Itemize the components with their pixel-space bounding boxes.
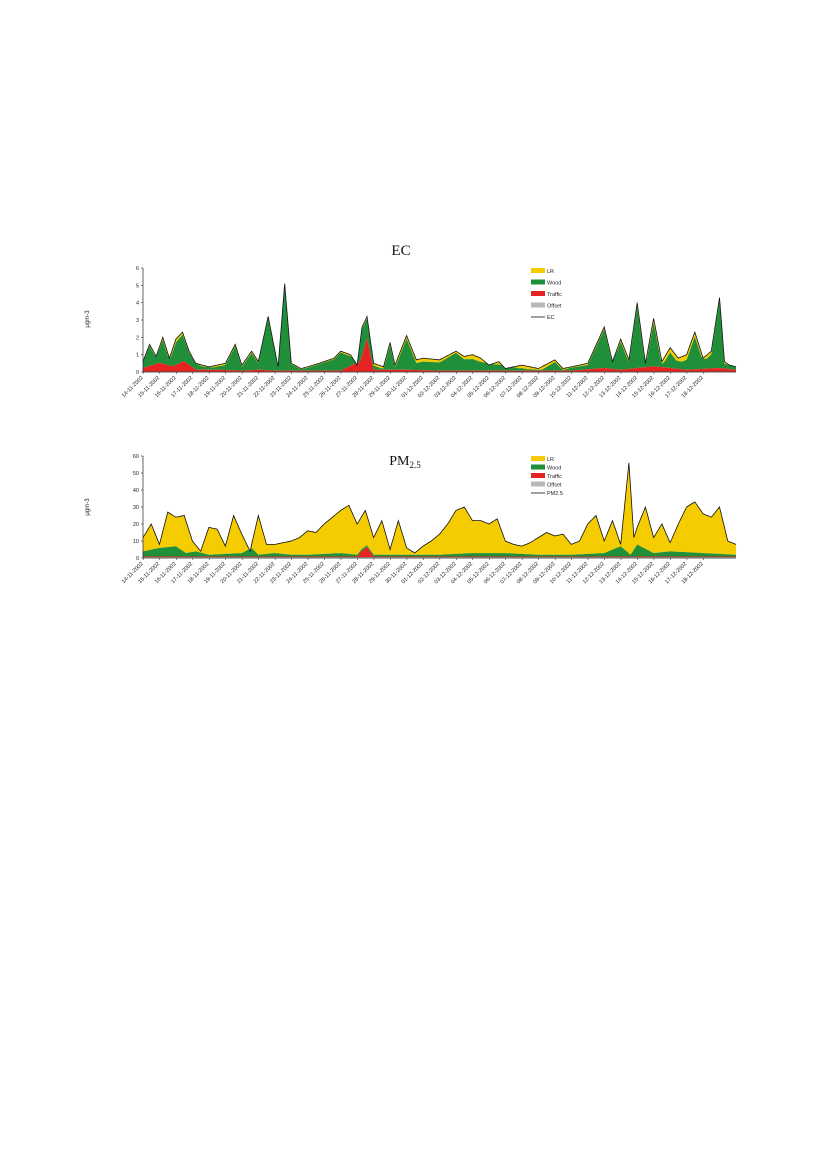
ec-y-tick-label: 0: [136, 370, 139, 376]
ec-y-tick-label: 4: [136, 301, 139, 307]
ec-y-tick-label: 6: [136, 266, 139, 272]
ec-legend-swatch: [531, 268, 545, 273]
pm-area-lr: [143, 462, 736, 555]
pm-y-tick-label: 30: [133, 505, 139, 511]
ec-y-tick-label: 2: [136, 335, 139, 341]
pm-y-tick-label: 40: [133, 488, 139, 494]
pm-total-line: [142, 462, 737, 554]
ec-y-tick-label: 1: [136, 353, 139, 359]
pm-chart: PM2.5 μgm-3 010203040506014-11-200215-11…: [85, 454, 737, 585]
ec-chart: EC μgm-3 012345614-11-200215-11-200216-1…: [85, 243, 737, 399]
pm-area-wood: [143, 544, 736, 557]
ec-y-tick-label: 3: [136, 318, 139, 324]
ec-legend-label: Wood: [547, 281, 561, 287]
pm-legend-label: LR: [547, 457, 554, 463]
ec-chart-title: EC: [391, 243, 410, 259]
ec-legend-swatch: [531, 279, 545, 285]
ec-y-axis-label: μgm-3: [85, 310, 91, 328]
ec-legend-label: EC: [547, 315, 555, 321]
pm-legend-label: PM2.5: [547, 491, 563, 497]
pm-title-main: PM: [389, 454, 410, 469]
ec-legend-label: Traffic: [547, 292, 562, 298]
ec-legend-swatch: [531, 291, 545, 296]
ec-legend-swatch: [531, 302, 545, 308]
ec-legend-label: LR: [547, 269, 554, 275]
pm-legend-label: Offset: [547, 483, 562, 489]
pm-legend-swatch: [531, 481, 545, 487]
ec-legend-label: Offset: [547, 304, 562, 310]
pm-legend-label: Wood: [547, 466, 561, 472]
ec-total-line: [142, 283, 737, 369]
pm-chart-title: PM2.5: [389, 454, 421, 470]
ec-y-tick-label: 5: [136, 283, 139, 289]
pm-y-axis-label: μgm-3: [85, 498, 91, 516]
pm-legend-swatch: [531, 464, 545, 470]
pm-y-tick-label: 60: [133, 454, 139, 460]
pm-legend-swatch: [531, 473, 545, 478]
pm-y-tick-label: 50: [133, 471, 139, 477]
pm-legend-label: Traffic: [547, 474, 562, 480]
pm-legend-swatch: [531, 456, 545, 461]
pm-y-tick-label: 10: [133, 539, 139, 545]
pm-title-subscript: 2.5: [409, 460, 421, 470]
pm-y-tick-label: 0: [136, 556, 139, 562]
ec-area-wood: [143, 284, 736, 371]
pm-y-tick-label: 20: [133, 522, 139, 528]
